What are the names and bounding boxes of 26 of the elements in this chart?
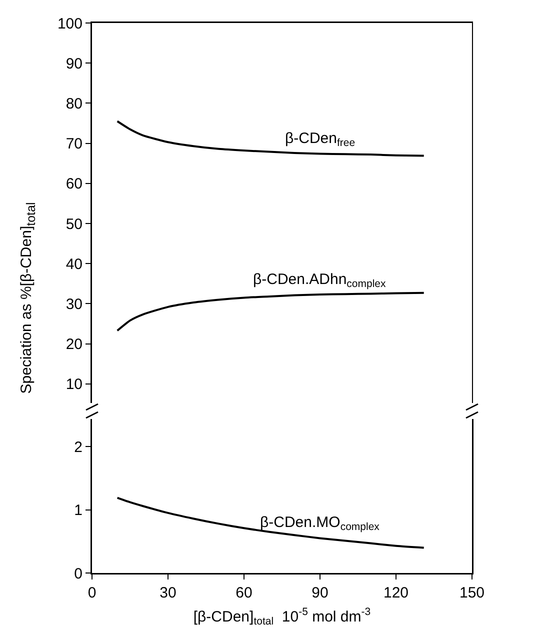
y-tick-label: 50 xyxy=(66,216,82,233)
y-tick-label: 0 xyxy=(74,565,82,582)
line-series xyxy=(116,120,425,157)
y-tick-label: 2 xyxy=(74,438,82,456)
x-tick-label: 0 xyxy=(88,584,96,602)
y-tick-label: 70 xyxy=(66,136,82,153)
line-series xyxy=(116,292,425,332)
y-tick-label: 40 xyxy=(66,256,82,273)
y-tick-label: 100 xyxy=(57,15,82,32)
x-tick-label: 60 xyxy=(236,584,252,602)
x-tick-label: 30 xyxy=(160,584,176,602)
y-tick-label: 60 xyxy=(66,176,82,193)
y-tick-label: 1 xyxy=(74,502,82,520)
x-tick-label: 150 xyxy=(459,584,485,602)
y-tick-label: 10 xyxy=(66,376,82,394)
series-label: β-CDen$_{free}$ xyxy=(285,130,356,150)
y-tick-label: 90 xyxy=(66,55,82,72)
x-tick-label: 90 xyxy=(312,584,328,602)
line-series xyxy=(116,496,425,549)
x-axis-title: [β-CDen]$_{total}$ 10$^{-5}$ mol dm$^{-3}$ xyxy=(193,606,371,628)
y-tick-label: 30 xyxy=(66,296,82,313)
y-tick-label: 20 xyxy=(66,336,82,354)
x-tick-label: 120 xyxy=(383,584,409,602)
series-label: β-CDen.ADhn$_{complex}$ xyxy=(253,271,387,290)
series-label: β-CDen.MO$_{complex}$ xyxy=(260,514,380,534)
y-tick-label: 80 xyxy=(66,95,82,112)
